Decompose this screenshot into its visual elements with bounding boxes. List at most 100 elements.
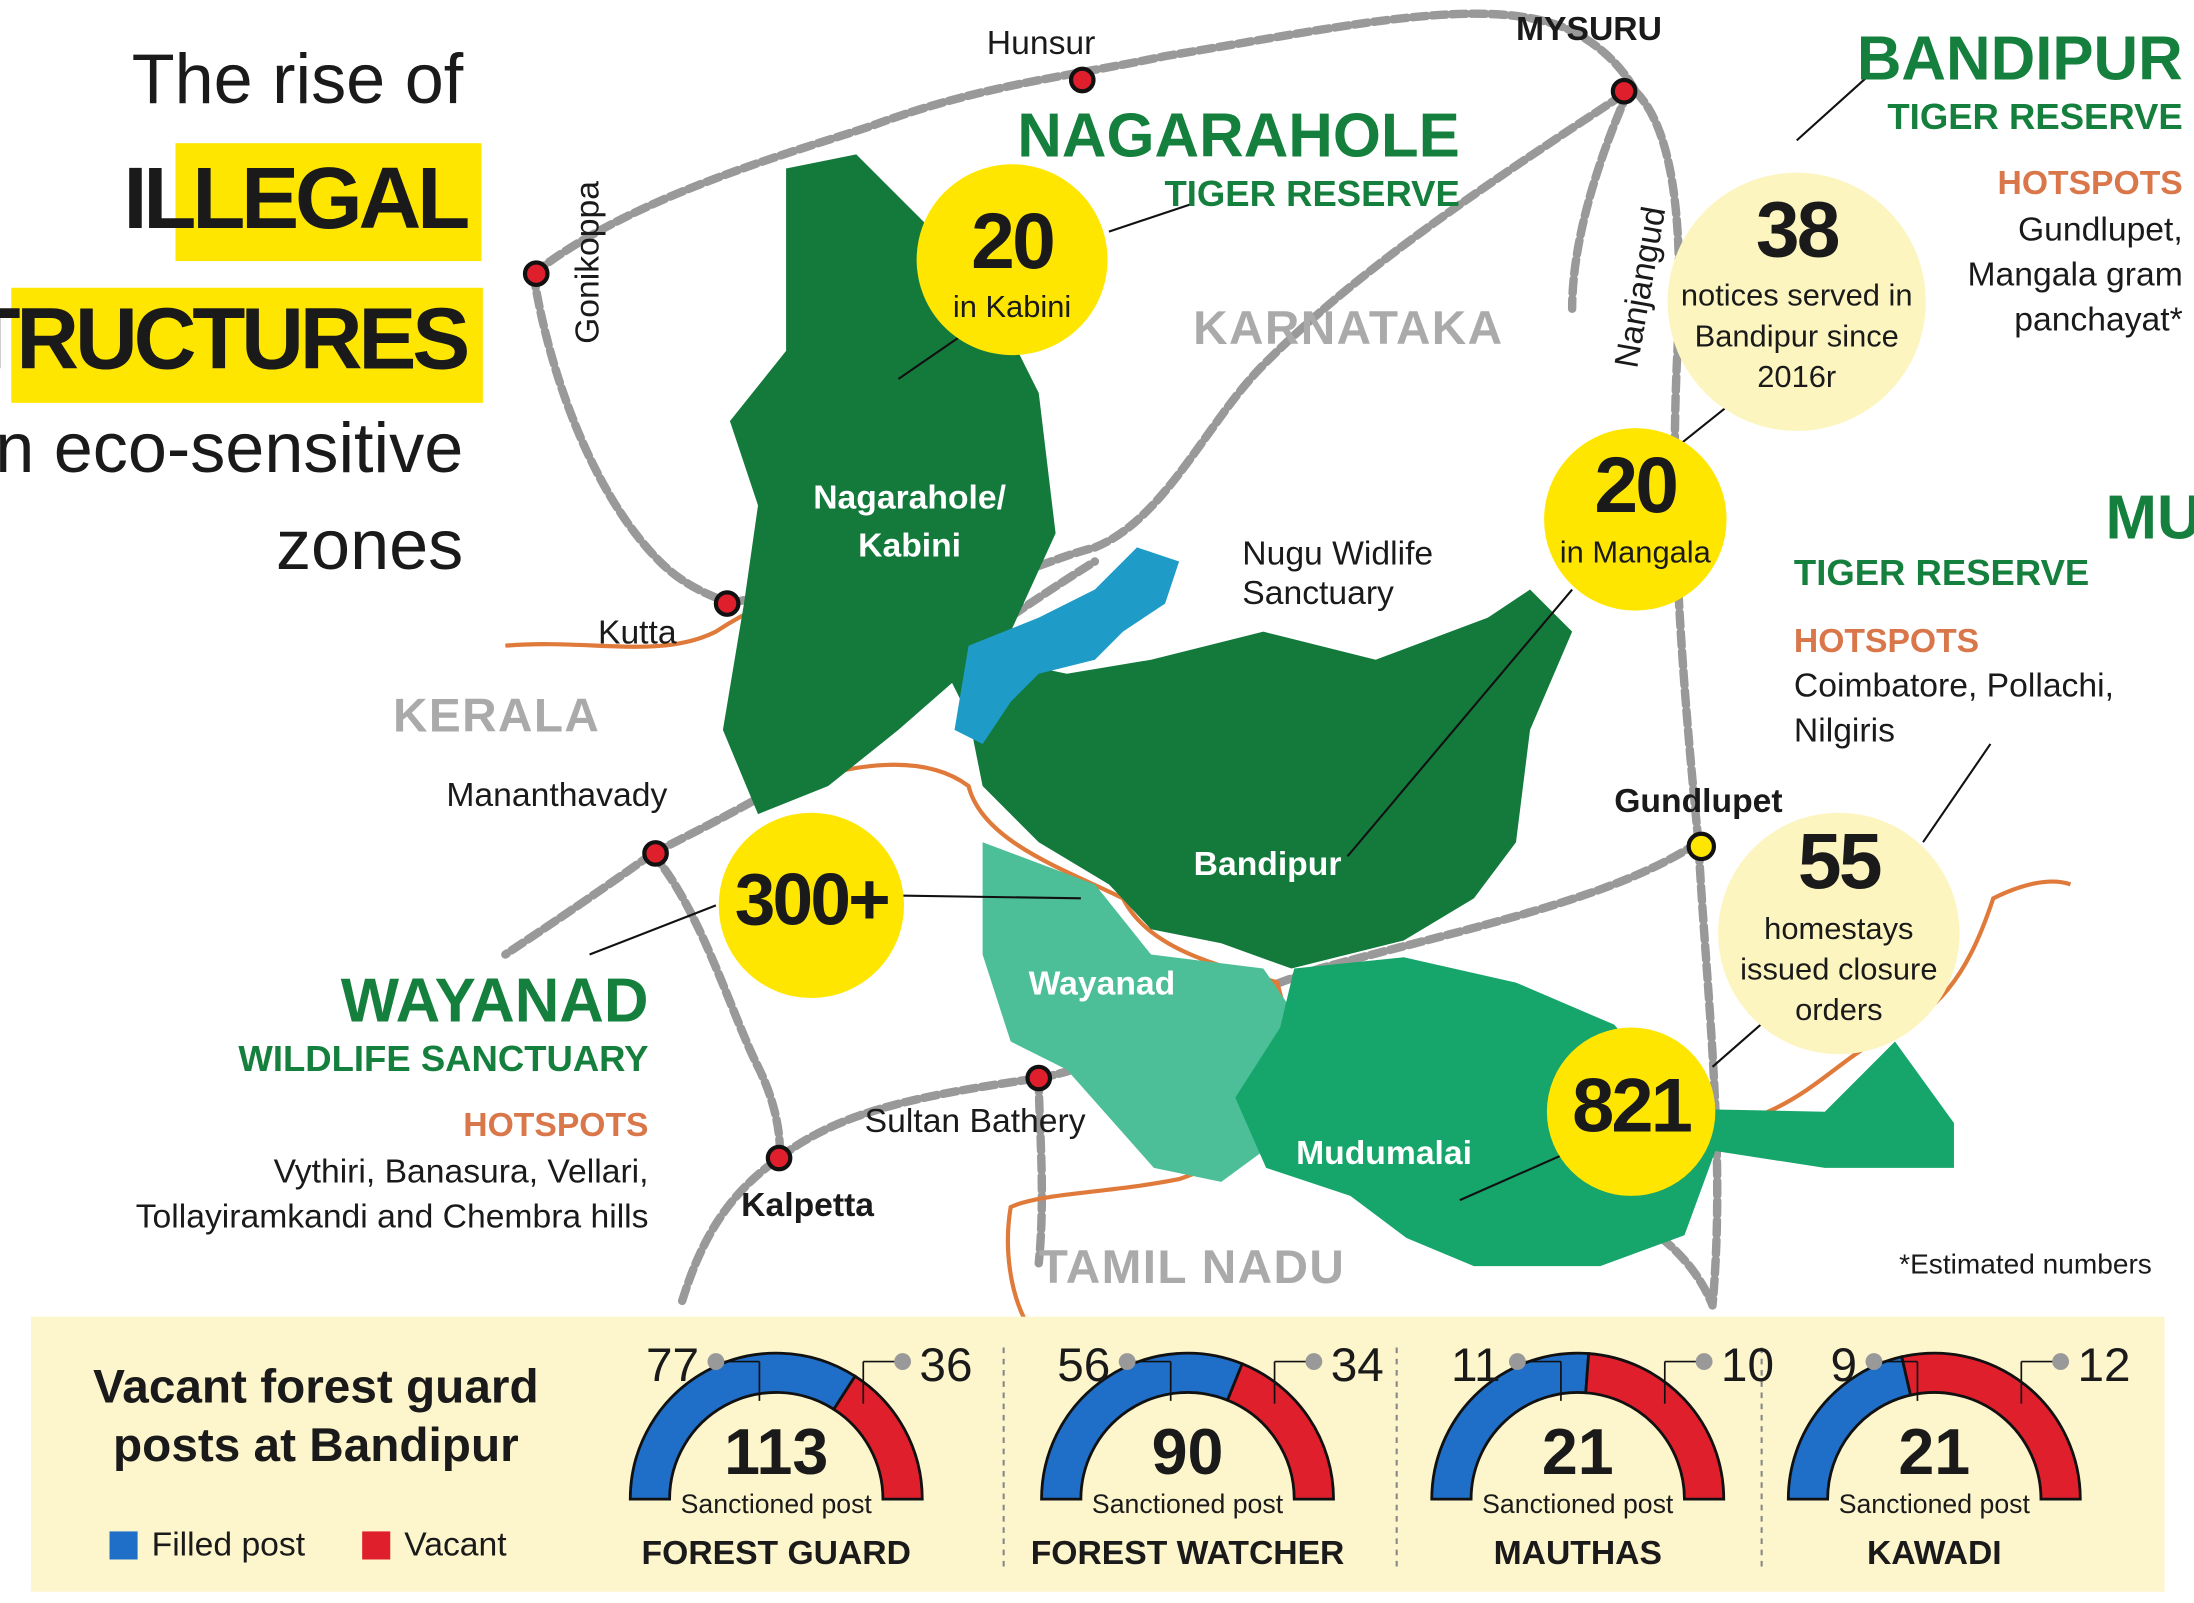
legend-label: Filled post xyxy=(152,1527,306,1564)
title-line: zones xyxy=(276,505,463,584)
vacant-arc xyxy=(1584,1352,1726,1501)
wayanad-area xyxy=(982,842,1309,1182)
area-label: Nugu Widlife xyxy=(1242,536,1433,573)
title-line: in eco-sensitive xyxy=(0,408,463,487)
callout-text: notices served in xyxy=(1681,278,1913,313)
reserve-subtitle: TIGER RESERVE xyxy=(1794,552,2089,593)
gauge-name: MAUTHAS xyxy=(1494,1535,1662,1572)
total-label: 21 xyxy=(1898,1416,1970,1488)
highlight xyxy=(11,287,483,403)
vacant-label: 10 xyxy=(1721,1339,1774,1392)
town xyxy=(1068,66,1096,94)
town xyxy=(1686,831,1717,862)
hotspot: Nilgiris xyxy=(1794,713,1895,750)
town xyxy=(713,590,741,617)
reserve-subtitle: WILDLIFE SANCTUARY xyxy=(238,1038,648,1079)
reserve-name: WAYANAD xyxy=(341,966,649,1035)
filled-label: 11 xyxy=(1451,1339,1501,1392)
sublabel: Sanctioned post xyxy=(1092,1489,1284,1519)
place: Kalpetta xyxy=(741,1187,874,1224)
bandipur-area xyxy=(933,589,1573,969)
legend-swatch xyxy=(109,1531,138,1560)
tick-dot xyxy=(707,1353,725,1370)
sublabel: Sanctioned post xyxy=(1839,1489,2031,1519)
vacant-label: 36 xyxy=(919,1339,972,1392)
region: KARNATAKA xyxy=(1193,302,1503,355)
callout-value: 20 xyxy=(1594,441,1676,529)
hotspot: panchayat* xyxy=(2014,301,2183,338)
town xyxy=(522,260,550,288)
filled-arc xyxy=(628,1351,857,1501)
tick-dot xyxy=(2052,1353,2070,1370)
callout-text: issued closure xyxy=(1740,952,1937,987)
title-highlight: STRUCTURES xyxy=(0,290,467,387)
callout-text: in Mangala xyxy=(1560,535,1712,570)
sublabel: Sanctioned post xyxy=(681,1489,873,1519)
tick-dot xyxy=(1508,1353,1526,1370)
filled-label: 9 xyxy=(1831,1339,1858,1392)
town xyxy=(642,840,669,867)
gauge-name: FOREST WATCHER xyxy=(1031,1535,1345,1572)
water-body xyxy=(954,547,1180,744)
town xyxy=(1025,1064,1053,1092)
callout-value: 300+ xyxy=(735,860,888,941)
callout-bubble xyxy=(1718,812,1960,1055)
legend-label: Vacant xyxy=(404,1527,507,1564)
tick-dot xyxy=(1865,1353,1883,1370)
legend: Filled post Vacant xyxy=(109,1527,507,1564)
vacant-label: 34 xyxy=(1331,1339,1384,1392)
vacant-arc xyxy=(831,1374,924,1501)
area-label: Nagarahole/ xyxy=(813,480,1006,517)
tick-dot xyxy=(1695,1353,1713,1370)
reserve-name: NAGARAHOLE xyxy=(1017,102,1460,171)
highlight xyxy=(175,143,482,262)
gauge-name: FOREST GUARD xyxy=(642,1535,911,1572)
hotspot: Mangala gram xyxy=(1968,256,2183,293)
reserve-subtitle: TIGER RESERVE xyxy=(1887,96,2182,137)
callout-bubble xyxy=(1546,1027,1716,1196)
area-label: Bandipur xyxy=(1194,846,1342,883)
footnote: *Estimated numbers xyxy=(1899,1249,2152,1280)
callout-bubble xyxy=(1667,172,1926,431)
vacant-label: 12 xyxy=(2077,1339,2130,1392)
gauge-name: KAWADI xyxy=(1867,1535,2002,1572)
town xyxy=(765,1144,793,1172)
callout-text: homestays xyxy=(1764,911,1913,946)
callout-value: 55 xyxy=(1798,817,1881,905)
area-label: Kabini xyxy=(858,527,961,564)
callout-value: 821 xyxy=(1572,1064,1692,1149)
hotspots-label: HOTSPOTS xyxy=(463,1107,648,1144)
place: Kutta xyxy=(598,614,677,651)
area-label: Mudumalai xyxy=(1296,1135,1472,1172)
hotspots-label: HOTSPOTS xyxy=(1794,623,1979,660)
callout-text: 2016r xyxy=(1757,359,1836,394)
panel-title: Vacant forest guard xyxy=(93,1360,538,1413)
total-label: 21 xyxy=(1542,1416,1614,1488)
map xyxy=(501,9,2072,1321)
filled-label: 77 xyxy=(646,1339,699,1392)
tick-dot xyxy=(1118,1353,1136,1370)
callout-text: Bandipur since xyxy=(1695,318,1899,353)
place: Nanjangud xyxy=(1608,204,1673,371)
callout-value: 38 xyxy=(1756,186,1839,274)
reserve-name: BANDIPUR xyxy=(1857,24,2183,93)
area-label: Sanctuary xyxy=(1242,575,1394,612)
place: Gonikoppa xyxy=(569,181,606,344)
tick-dot xyxy=(894,1353,912,1370)
place: Sultan Bathery xyxy=(865,1103,1086,1140)
sublabel: Sanctioned post xyxy=(1482,1489,1674,1519)
total-label: 113 xyxy=(724,1416,828,1488)
place: MYSURU xyxy=(1516,11,1662,48)
reserve-name: MUDUMALAI xyxy=(2106,483,2194,552)
place: Mananthavady xyxy=(446,777,667,814)
callout-bubble xyxy=(1544,428,1727,611)
callout-text: orders xyxy=(1795,992,1883,1027)
callout-bubble xyxy=(916,164,1108,356)
title-highlight: ILLEGAL xyxy=(123,150,468,247)
callout-value: 20 xyxy=(971,197,1053,285)
callout-text: in Kabini xyxy=(953,289,1071,324)
tick-dot xyxy=(1305,1353,1323,1370)
